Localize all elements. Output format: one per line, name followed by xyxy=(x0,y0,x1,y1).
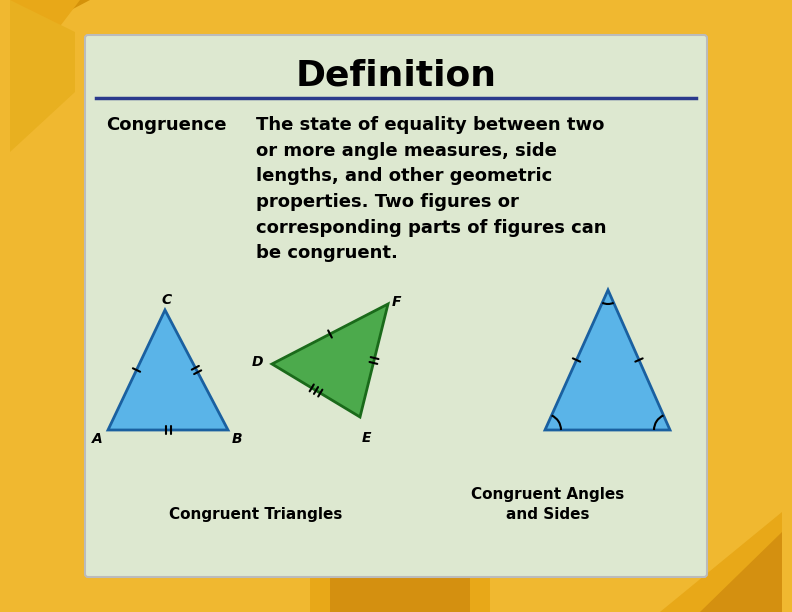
FancyBboxPatch shape xyxy=(85,35,707,577)
Text: Definition: Definition xyxy=(295,59,497,93)
Text: A: A xyxy=(92,432,103,446)
Polygon shape xyxy=(108,310,228,430)
Polygon shape xyxy=(330,557,470,612)
Polygon shape xyxy=(700,532,782,612)
Text: B: B xyxy=(232,432,242,446)
Text: C: C xyxy=(161,293,171,307)
Text: Congruent Triangles: Congruent Triangles xyxy=(169,507,343,522)
Polygon shape xyxy=(10,0,90,42)
Polygon shape xyxy=(10,0,80,92)
Text: D: D xyxy=(252,355,264,369)
Polygon shape xyxy=(10,0,75,152)
Text: Congruent Angles
and Sides: Congruent Angles and Sides xyxy=(471,487,625,522)
Polygon shape xyxy=(545,290,670,430)
Text: E: E xyxy=(362,431,371,445)
Text: The state of equality between two
or more angle measures, side
lengths, and othe: The state of equality between two or mor… xyxy=(256,116,607,263)
Text: Congruence: Congruence xyxy=(106,116,227,134)
Polygon shape xyxy=(310,562,490,612)
Polygon shape xyxy=(272,304,388,417)
Polygon shape xyxy=(660,512,782,612)
Text: F: F xyxy=(392,295,402,309)
